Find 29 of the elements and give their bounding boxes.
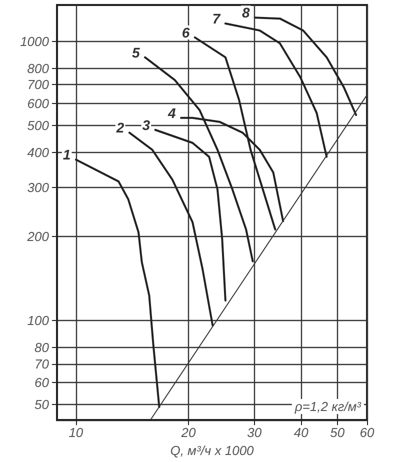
y-tick-label: 50: [34, 397, 50, 412]
y-tick-label: 80: [34, 340, 50, 356]
x-tick-label: 60: [360, 425, 375, 440]
y-tick-label: 800: [27, 60, 50, 76]
y-tick-label: 600: [27, 96, 50, 111]
series-label: 5: [132, 44, 140, 60]
annotation: ρ=1,2 кг/м³: [294, 399, 362, 414]
series-label: 4: [167, 104, 176, 121]
series-label: 1: [62, 146, 71, 163]
series-label: 8: [242, 4, 250, 21]
y-tick-label: 100: [27, 313, 50, 328]
x-tick-label: 50: [330, 425, 346, 440]
x-tick-label: 10: [68, 425, 84, 440]
y-tick-label: 1000: [20, 34, 50, 49]
series-label: 2: [115, 120, 124, 136]
y-tick-label: 300: [27, 180, 50, 195]
series-label: 3: [142, 116, 150, 133]
y-tick-label: 700: [27, 77, 50, 92]
x-tick-label: 40: [294, 425, 310, 440]
series-label: 7: [212, 10, 222, 26]
y-tick-label: 400: [27, 144, 50, 160]
y-tick-label: 500: [27, 118, 50, 133]
x-axis-title: Q, м³/ч x 1000: [170, 443, 255, 458]
y-tick-label: 60: [34, 374, 50, 390]
x-tick-label: 30: [247, 425, 262, 440]
x-tick-label: 20: [180, 425, 197, 440]
y-tick-label: 70: [34, 356, 50, 372]
series-label: 6: [182, 24, 190, 40]
y-tick-label: 200: [26, 229, 50, 244]
